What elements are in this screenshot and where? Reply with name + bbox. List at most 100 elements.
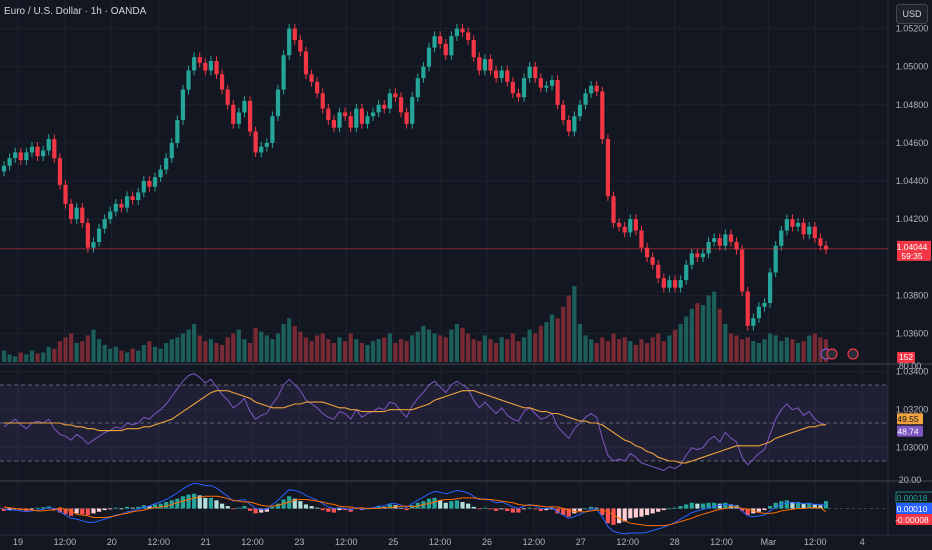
rsi-ma-line [4,390,826,464]
candle-body [454,28,460,37]
candle-body [35,146,40,157]
macd-histogram-bar [225,506,230,509]
volume-bar [63,337,68,362]
volume-bar [164,343,169,362]
macd-histogram-bar [219,503,225,509]
volume-bar [46,346,51,362]
candle-body [594,85,599,92]
volume-bar [259,331,264,362]
rsi-tag-box [897,425,923,437]
macd-histogram-bar [35,507,40,509]
volume-bar [91,329,96,362]
candle-body [656,264,661,279]
macd-histogram-bar [309,506,314,509]
macd-histogram-bar [605,508,611,524]
volume-bar [69,333,74,362]
price-tag-box [897,240,931,261]
candle-body [622,226,627,233]
candle-body [24,152,29,161]
volume-bar [85,335,90,362]
macd-histogram-bar [231,508,236,510]
volume-bar [57,341,63,362]
time-axis-label: 12:00 [241,537,264,547]
candle-body [644,247,650,258]
candle-body [505,70,510,82]
volume-bar [186,329,191,362]
macd-histogram-bar [91,508,96,514]
volume-bar [343,341,348,362]
volume-bar [326,339,331,362]
macd-histogram-bar [398,507,404,509]
candle-body [600,91,605,140]
price-axis-tick: 1.03400 [896,367,929,377]
candle-body [326,108,331,121]
time-axis-label: 12:00 [147,537,170,547]
macd-histogram-bar [208,497,213,509]
volume-bar [471,339,476,362]
volume-bar [466,333,471,362]
macd-histogram-bar [628,508,633,519]
macd-histogram-bar [460,501,465,509]
currency-button[interactable]: USD [896,4,928,24]
candle-body [41,150,46,157]
macd-histogram-bar [555,508,560,514]
macd-histogram-bar [762,508,767,511]
candle-body [723,234,728,246]
macd-histogram-bar [505,508,510,511]
volume-bar [404,341,409,362]
volume-bar [130,348,135,362]
volume-bar [354,339,359,362]
candle-body [376,104,381,113]
volume-bar [600,337,605,362]
macd-histogram-bar [303,504,309,509]
rsi-tag: 48.74 [897,427,919,437]
volume-bar [482,335,487,362]
candle-body [382,104,387,109]
candle-body [102,219,107,229]
time-axis-label: 21 [201,537,211,547]
volume-bar [611,333,616,362]
macd-line [3,482,826,535]
volume-bar [41,352,46,362]
candle-body [633,219,638,231]
volume-bar [577,324,583,362]
macd-histogram-bar [527,507,532,509]
volume-bar [203,341,208,362]
volume-bar [672,329,678,362]
candle-body [57,158,63,185]
macd-histogram-bar [253,508,258,514]
volume-bar [443,337,448,362]
volume-bar [24,354,29,362]
volume-bar [192,324,197,362]
volume-bar [639,339,644,362]
volume-bar [521,337,527,362]
candle-body [141,181,146,193]
candle-body [510,81,515,94]
candle-body [348,116,353,128]
time-axis-label: 25 [388,537,398,547]
candle-body [130,196,135,201]
price-axis-tick: 1.04400 [896,176,929,186]
candle-body [247,100,253,132]
rsi-axis-tick: 80.00 [899,361,922,371]
symbol-title[interactable]: Euro / U.S. Dollar · 1h · OANDA [4,6,147,17]
candle-body [96,228,102,242]
candle-body [728,234,734,242]
macd-histogram-bar [197,495,202,509]
macd-histogram-bar [247,508,253,511]
candle-body [214,60,219,75]
macd-histogram-bar [784,500,789,509]
candle-body [147,181,152,187]
macd-histogram-bar [57,508,63,513]
volume-bar [790,339,795,362]
macd-histogram-bar [320,508,325,511]
candle-body [555,80,560,105]
macd-histogram-bar [331,508,337,513]
candle-body [678,280,683,288]
price-axis-tick: 1.04200 [896,214,929,224]
candle-body [119,203,124,208]
macd-histogram-bar [41,507,46,509]
candle-body [533,66,538,79]
